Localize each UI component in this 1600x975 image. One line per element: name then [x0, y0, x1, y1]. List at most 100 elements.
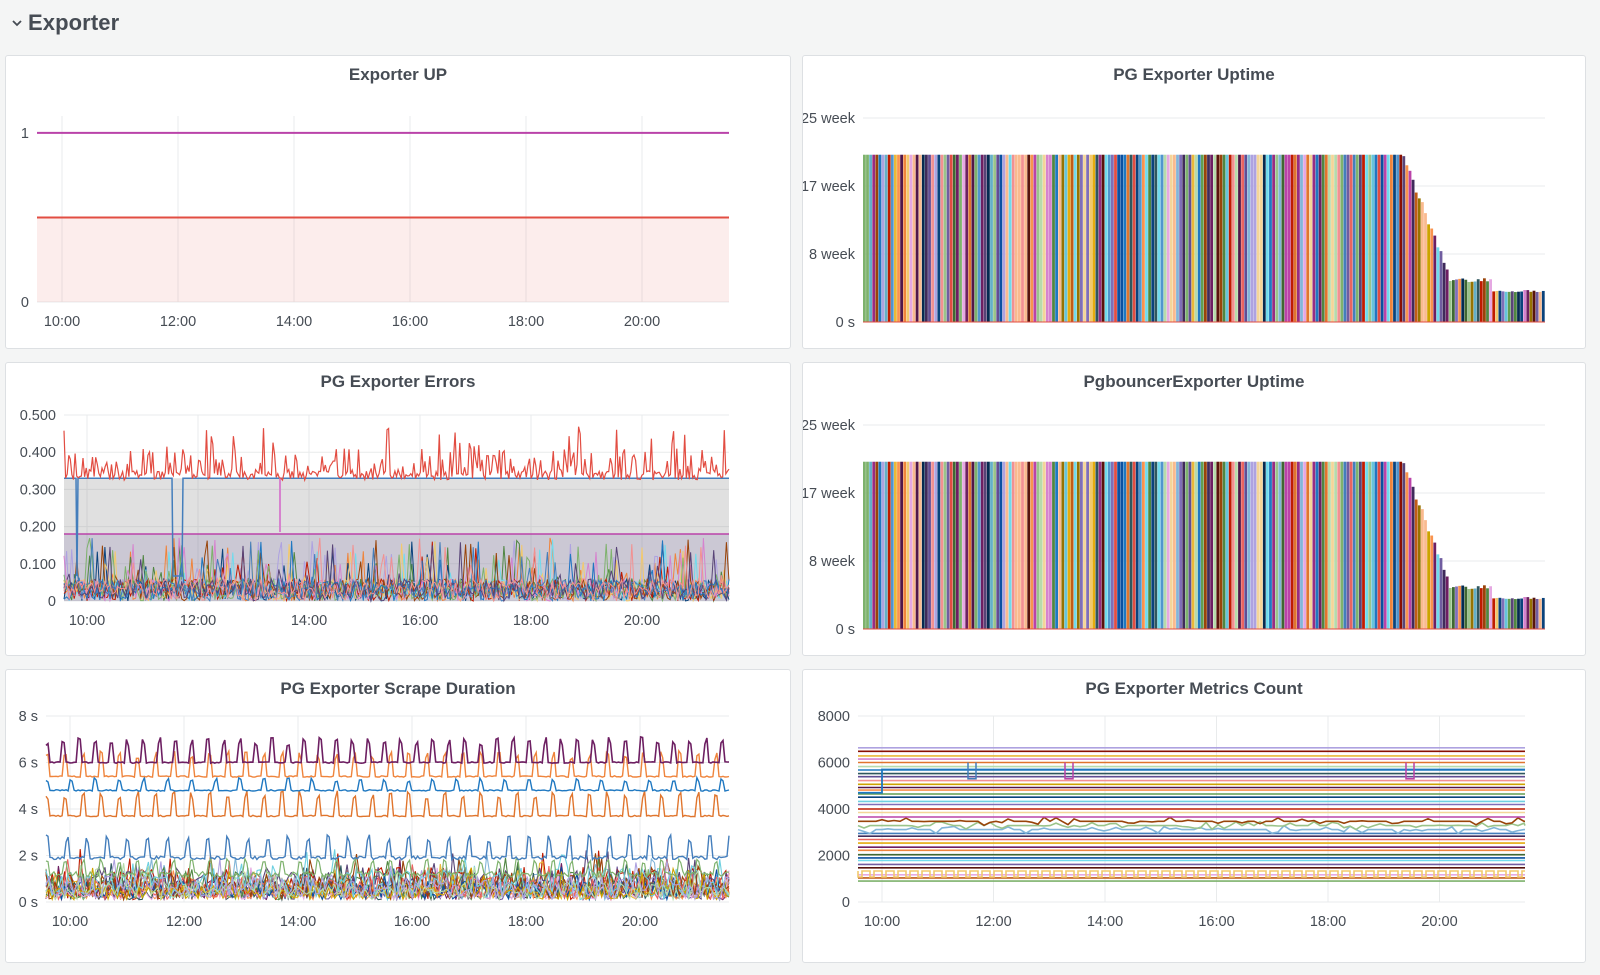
series-line: [858, 817, 1525, 825]
uptime-bar: [987, 462, 990, 629]
uptime-bar: [1151, 462, 1154, 629]
chevron-down-icon[interactable]: [8, 14, 26, 32]
uptime-bar: [1027, 155, 1030, 322]
uptime-bar: [1443, 263, 1446, 322]
uptime-bar: [1043, 155, 1046, 322]
uptime-bar: [959, 155, 962, 322]
uptime-bar: [1418, 198, 1421, 322]
uptime-bar: [1182, 462, 1185, 629]
pg-exporter-errors-chart: 00.1000.2000.3000.4000.50010:00 12:00 14:0…: [6, 363, 791, 656]
uptime-bar: [888, 155, 891, 322]
uptime-bar: [1145, 155, 1148, 322]
uptime-bar: [1099, 462, 1102, 629]
uptime-bar: [1247, 462, 1250, 629]
uptime-bar: [953, 462, 956, 629]
y-tick-label: 0.300: [20, 482, 56, 498]
uptime-bar: [1139, 155, 1142, 322]
uptime-bar: [1108, 462, 1111, 629]
uptime-bar: [1003, 155, 1006, 322]
uptime-bar: [1406, 165, 1409, 322]
y-tick-label: 2000: [818, 849, 850, 865]
uptime-bar: [1282, 462, 1285, 629]
uptime-bar: [1096, 462, 1099, 629]
y-tick-label: 6 s: [19, 756, 38, 772]
uptime-bar: [1198, 462, 1201, 629]
y-tick-label: 8 week: [809, 247, 856, 263]
uptime-bar: [1037, 462, 1040, 629]
panel-pgbouncer-exporter-uptime[interactable]: PgbouncerExporter Uptime 0 s 8 week 17 wee…: [802, 362, 1586, 656]
uptime-bar: [1105, 462, 1108, 629]
uptime-bar: [1396, 462, 1399, 629]
uptime-bar: [1526, 597, 1529, 629]
uptime-bar: [1105, 155, 1108, 322]
uptime-bar: [1216, 155, 1219, 322]
uptime-bar: [934, 462, 937, 629]
uptime-bar: [1288, 462, 1291, 629]
uptime-bar: [1390, 155, 1393, 322]
panel-pg-exporter-errors[interactable]: PG Exporter Errors 0 0.100 0.200 0.300 0.400…: [5, 362, 791, 656]
uptime-bar: [869, 462, 872, 629]
y-tick-label: 4000: [818, 802, 850, 818]
x-tick-label: 14:00: [276, 314, 312, 330]
uptime-bar: [1468, 282, 1471, 322]
panel-pg-exporter-uptime[interactable]: PG Exporter Uptime 0 s 8 week 17 week 25 we…: [802, 55, 1586, 349]
uptime-bar: [1254, 462, 1257, 629]
panel-pg-exporter-scrape-duration[interactable]: PG Exporter Scrape Duration 0 s 2 s 4 s 6 s…: [5, 669, 791, 963]
uptime-bar: [1430, 229, 1433, 322]
uptime-bar: [1120, 462, 1123, 629]
uptime-bar: [1080, 155, 1083, 322]
y-tick-label: 8 week: [809, 554, 856, 570]
uptime-bar: [1179, 462, 1182, 629]
panel-pg-exporter-metrics-count[interactable]: PG Exporter Metrics Count 0 2000 4000 6000 8…: [802, 669, 1586, 963]
x-tick-label: 20:00: [624, 314, 660, 330]
uptime-bar: [1182, 155, 1185, 322]
uptime-bar: [1083, 155, 1086, 322]
uptime-bar: [1127, 155, 1130, 322]
uptime-bar: [1220, 462, 1223, 629]
uptime-bar: [1176, 155, 1179, 322]
uptime-bar: [1384, 155, 1387, 322]
uptime-bar: [1452, 587, 1455, 629]
uptime-bar: [875, 462, 878, 629]
uptime-bar: [1322, 462, 1325, 629]
uptime-bar: [1387, 462, 1390, 629]
uptime-bar: [996, 462, 999, 629]
uptime-bar: [1306, 462, 1309, 629]
uptime-bar: [1275, 462, 1278, 629]
x-tick-label: 18:00: [513, 613, 549, 629]
y-tick-label: 6000: [818, 756, 850, 772]
uptime-bar: [1260, 155, 1263, 322]
uptime-bar: [937, 462, 940, 629]
uptime-bar: [1520, 292, 1523, 322]
uptime-bar: [1353, 155, 1356, 322]
uptime-bar: [1409, 478, 1412, 629]
uptime-bar: [1244, 462, 1247, 629]
uptime-bar: [1127, 462, 1130, 629]
x-tick-label: 12:00: [975, 914, 1011, 930]
uptime-bar: [1269, 462, 1272, 629]
uptime-bar: [1303, 462, 1306, 629]
y-tick-label: 0 s: [836, 315, 855, 331]
uptime-bar: [1049, 155, 1052, 322]
uptime-bar: [1474, 588, 1477, 629]
uptime-bar: [882, 155, 885, 322]
uptime-bar: [1096, 155, 1099, 322]
uptime-bar: [1167, 462, 1170, 629]
uptime-bar: [897, 155, 900, 322]
uptime-bar: [900, 462, 903, 629]
uptime-bar: [1359, 155, 1362, 322]
series-area: [37, 217, 729, 302]
uptime-bar: [894, 155, 897, 322]
panel-exporter-up[interactable]: Exporter UP 0 1 10:00 12:00 14:00 16:00 18:00 2…: [5, 55, 791, 349]
uptime-bar: [879, 462, 882, 629]
pg-exporter-uptime-chart: 0 s 8 week 17 week 25 week: [803, 56, 1586, 349]
y-tick-label: 17 week: [803, 179, 856, 195]
row-header-exporter[interactable]: Exporter: [8, 8, 119, 38]
uptime-bar: [891, 155, 894, 322]
uptime-bar: [999, 462, 1002, 629]
uptime-bar: [1055, 462, 1058, 629]
uptime-bar: [1356, 462, 1359, 629]
uptime-bar: [1055, 155, 1058, 322]
uptime-bar: [953, 155, 956, 322]
uptime-bar: [1201, 462, 1204, 629]
